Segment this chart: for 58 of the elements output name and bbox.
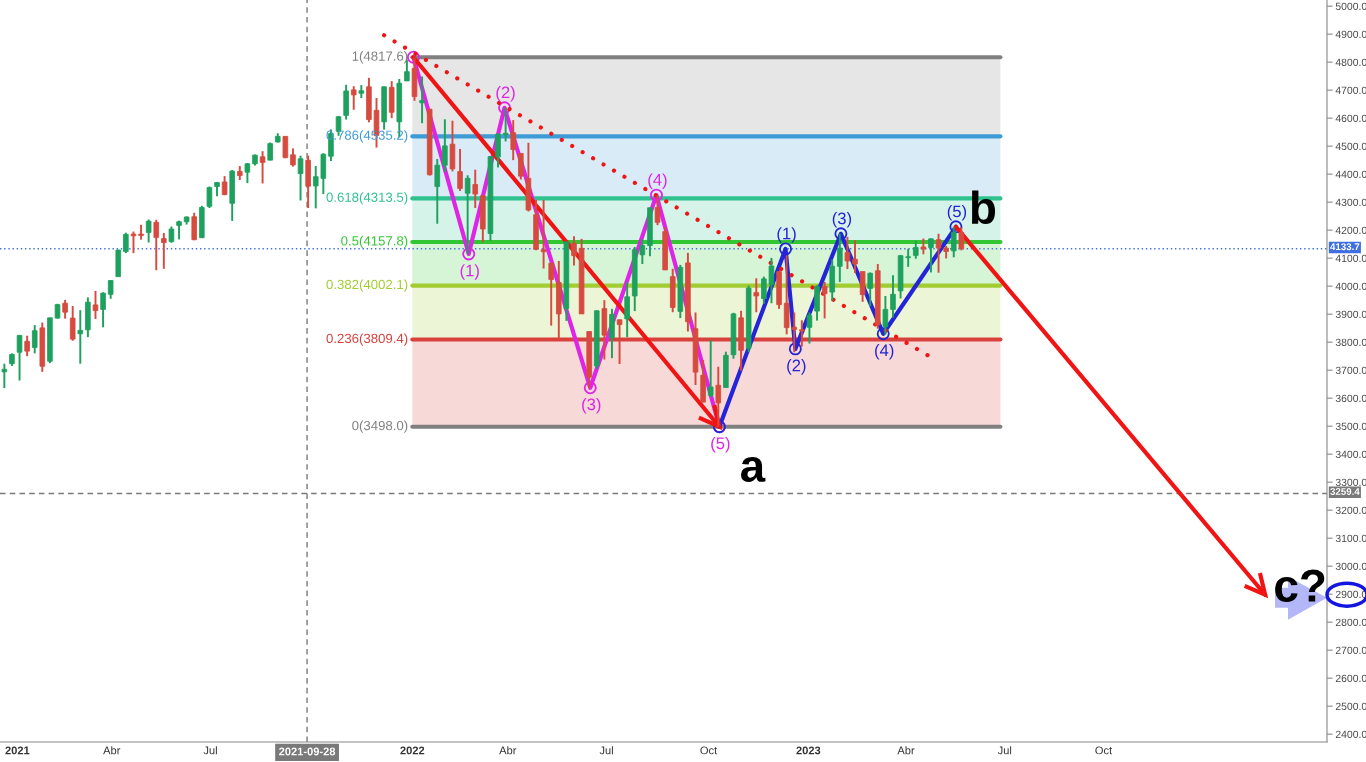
annotation: a: [740, 456, 766, 483]
y-tick-label: 3000.0: [1335, 562, 1366, 571]
series-label: 0.5(4157.8): [341, 235, 408, 249]
y-tick-label: 2500.0: [1335, 702, 1366, 711]
y-tick-label: 3300.0: [1335, 478, 1366, 487]
annotation: (4): [875, 343, 894, 360]
x-tick-label: Oct: [700, 746, 718, 755]
x-tick-label: 2023: [796, 746, 821, 755]
y-tick-label: 3700.0: [1335, 366, 1366, 375]
annotation: b: [971, 190, 996, 225]
series-label: 0.382(4002.1): [326, 279, 408, 292]
y-tick-label: 2400.0: [1335, 730, 1366, 739]
annotation: c?: [1275, 569, 1325, 603]
x-tick-label: Jul: [997, 746, 1012, 755]
annotation: (5): [947, 205, 967, 221]
annotation: (3): [582, 398, 601, 414]
series-label: 0(3498.0): [352, 420, 408, 433]
y-tick-label: 4000.0: [1335, 282, 1366, 291]
annotation: (3): [832, 212, 852, 228]
y-tick-label: 4500.0: [1335, 142, 1366, 151]
x-tick-label: Abr: [103, 746, 121, 755]
series-label: 0.236(3809.4): [326, 333, 408, 346]
x-tick-label: Jul: [599, 746, 613, 755]
annotation: (4): [648, 173, 667, 189]
y-tick-label: 3900.0: [1335, 310, 1366, 319]
ref-line-label: 2021-09-28: [279, 747, 336, 756]
y-tick-label: 3800.0: [1335, 338, 1366, 347]
y-tick-label: 4300.0: [1335, 198, 1366, 207]
y-tick-label: 4600.0: [1335, 114, 1366, 123]
y-tick-label: 3500.0: [1335, 422, 1366, 431]
y-tick-label: 2700.0: [1335, 646, 1366, 655]
y-tick-label: 5000.0: [1335, 2, 1366, 11]
y-tick-label: 3400.0: [1335, 450, 1366, 459]
y-tick-label: 3200.0: [1335, 506, 1366, 515]
y-tick-label: 4200.0: [1335, 226, 1366, 235]
x-tick-label: 2021: [5, 746, 30, 755]
x-tick-label: Oct: [1095, 746, 1113, 755]
y-tick-label: 4100.0: [1335, 254, 1366, 263]
x-tick-label: Jul: [203, 746, 217, 755]
annotation: (1): [777, 227, 796, 243]
ref-line-label: 4133.7: [1330, 243, 1360, 251]
x-tick-label: 2022: [400, 746, 425, 755]
annotation: (5): [711, 436, 730, 453]
ref-line-label: 3259.4: [1330, 488, 1360, 495]
x-tick-label: Abr: [499, 746, 517, 755]
series-label: 0.618(4313.5): [326, 192, 408, 205]
y-tick-label: 3100.0: [1335, 534, 1366, 543]
y-tick-label: 4900.0: [1335, 30, 1366, 39]
y-tick-label: 3600.0: [1335, 394, 1366, 403]
annotation: (1): [460, 264, 479, 280]
annotation: (2): [496, 86, 515, 102]
y-tick-label: 2800.0: [1335, 618, 1366, 627]
annotation: (2): [787, 359, 806, 375]
x-tick-label: Abr: [897, 746, 915, 755]
y-tick-label: 2600.0: [1335, 674, 1366, 683]
y-tick-label: 4400.0: [1335, 170, 1366, 179]
y-tick-label: 4700.0: [1335, 86, 1366, 95]
y-tick-label: 4800.0: [1335, 58, 1366, 67]
